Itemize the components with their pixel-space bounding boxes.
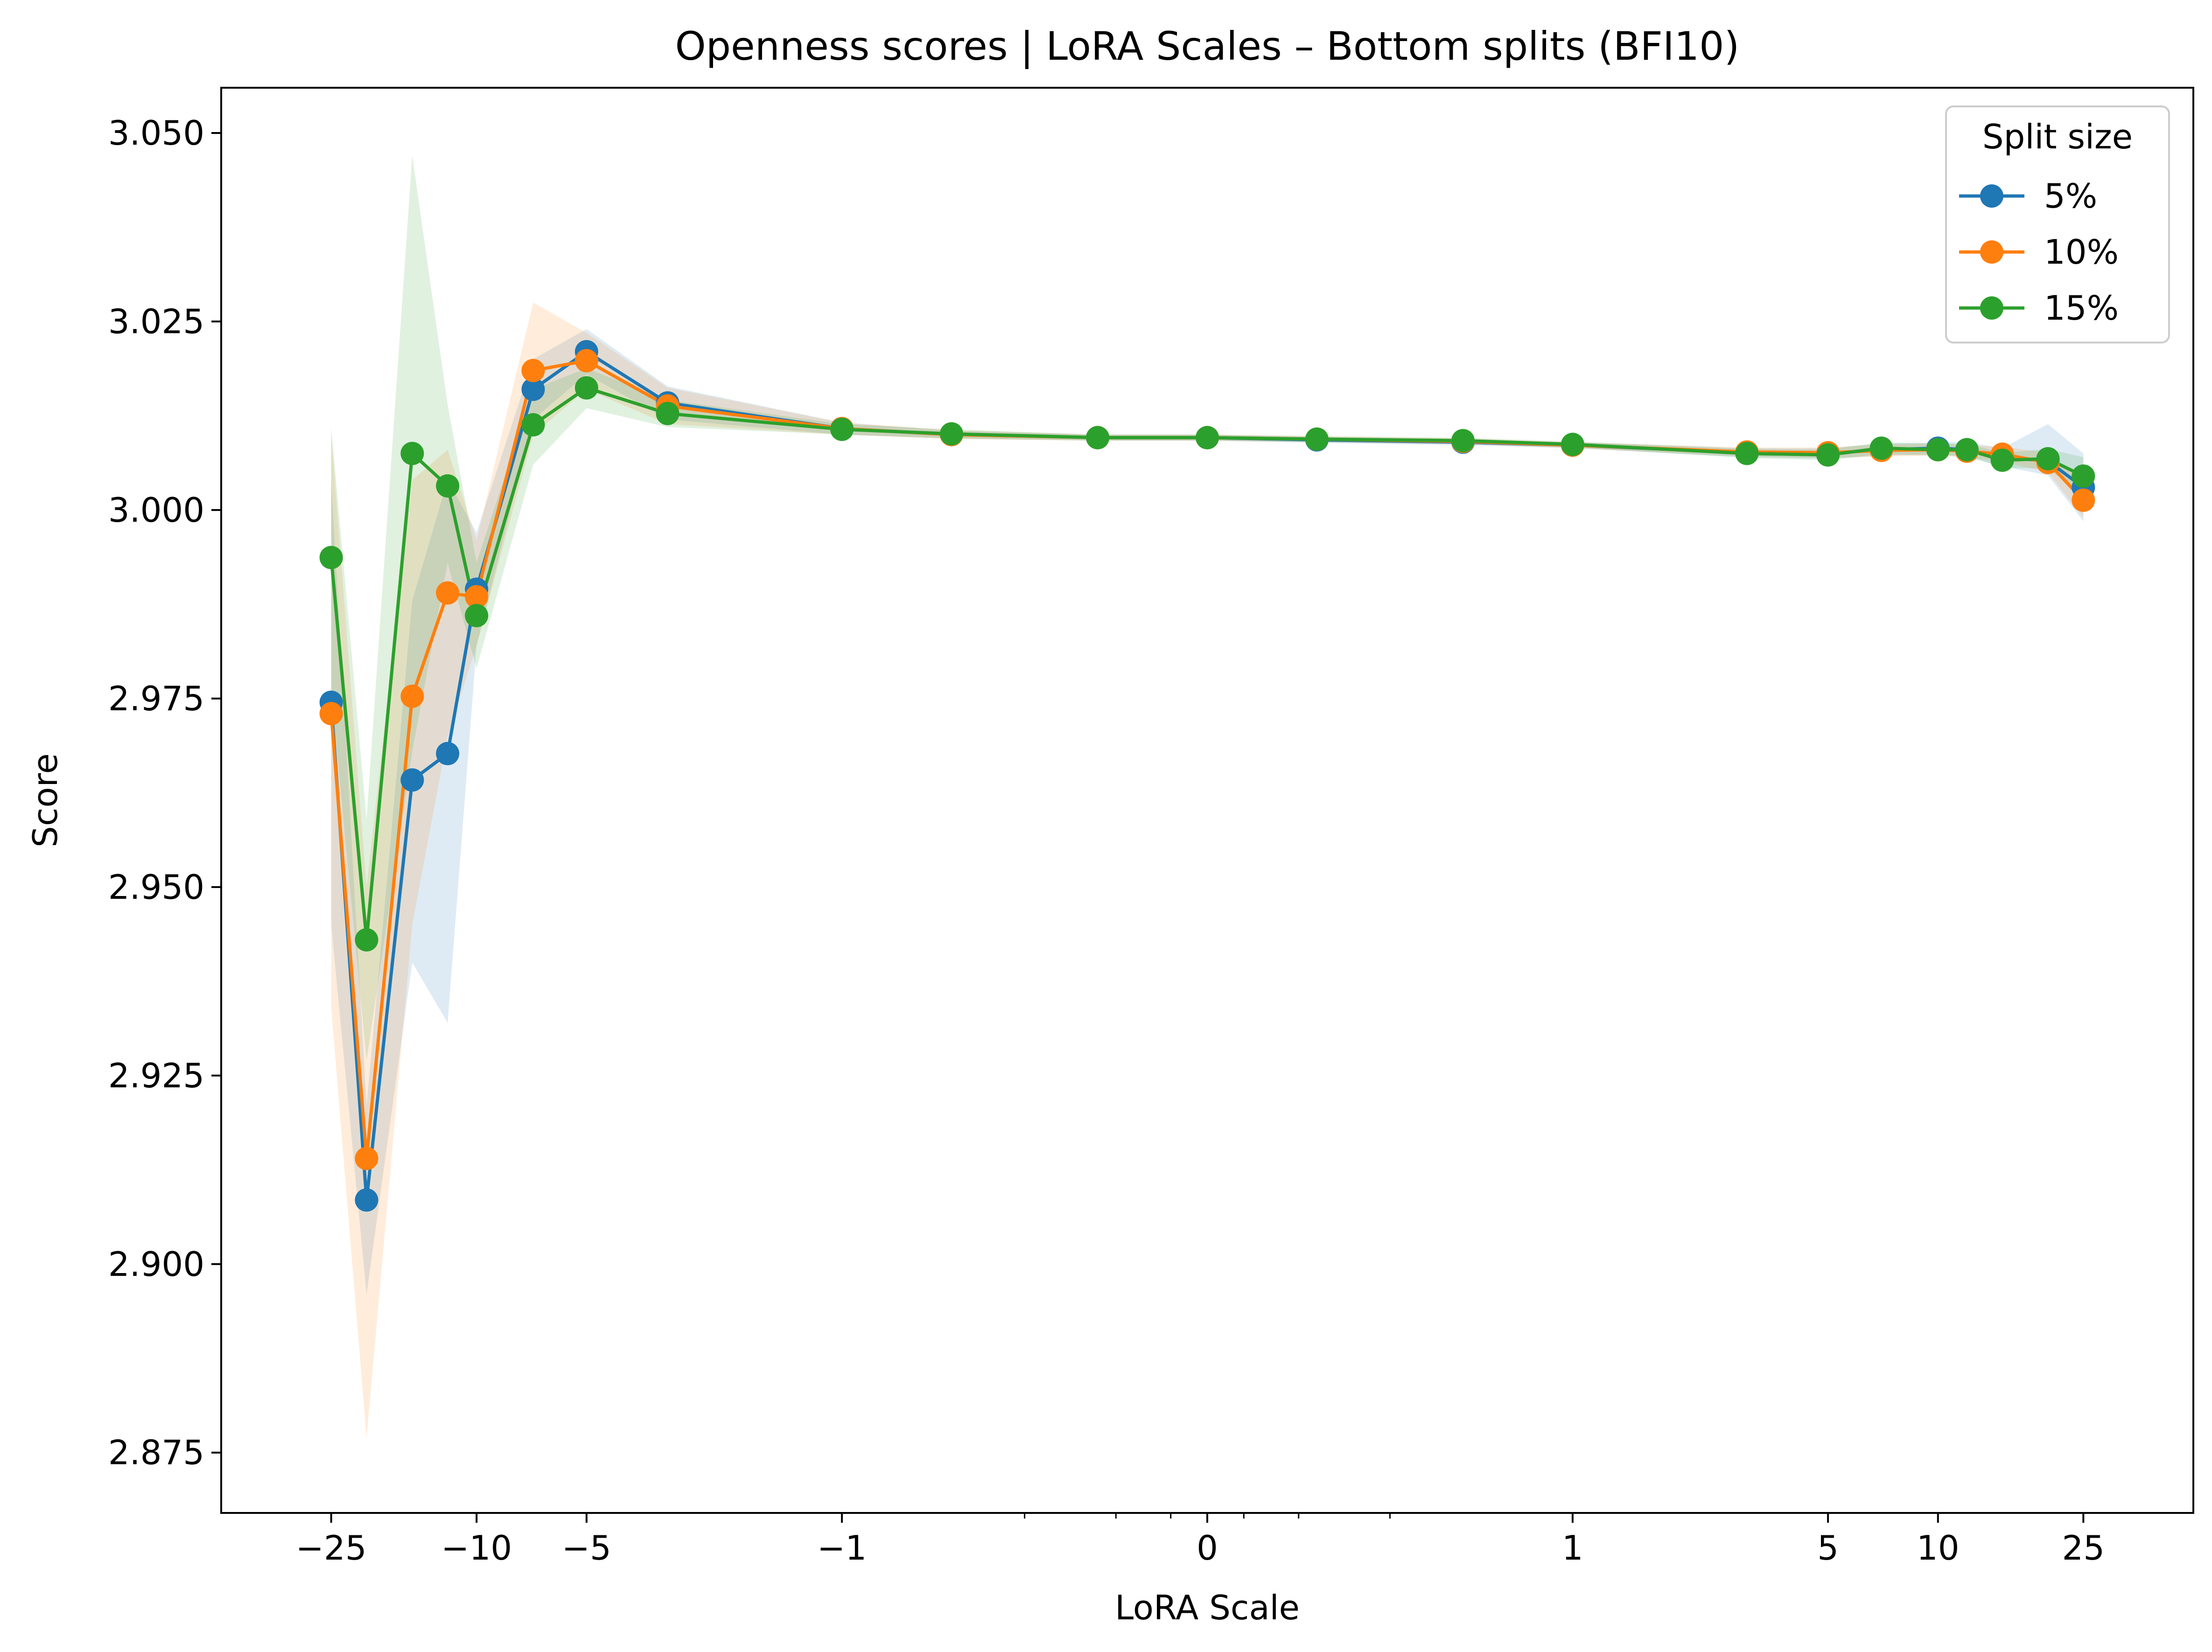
point-15pct bbox=[1451, 429, 1475, 453]
chart-title: Openness scores | LoRA Scales – Bottom s… bbox=[675, 23, 1740, 69]
x-tick-label: 25 bbox=[2062, 1528, 2105, 1568]
x-tick-label: 10 bbox=[1917, 1528, 1960, 1568]
y-tick-label: 2.975 bbox=[108, 679, 204, 718]
point-15pct bbox=[436, 474, 460, 498]
point-15pct bbox=[2072, 464, 2095, 488]
legend-items: 5% 10% 15% bbox=[1959, 176, 2119, 328]
point-15pct bbox=[940, 422, 963, 446]
point-10pct bbox=[400, 685, 424, 708]
y-tick-label: 2.950 bbox=[108, 868, 204, 907]
point-15pct bbox=[355, 928, 378, 952]
x-axis-ticks: −25 −10 −5 −1 0 1 5 10 25 bbox=[296, 1513, 2105, 1568]
point-15pct bbox=[1561, 433, 1584, 456]
point-10pct bbox=[574, 349, 598, 372]
y-tick-label: 3.025 bbox=[108, 302, 204, 341]
legend-label-5pct: 5% bbox=[2044, 176, 2097, 216]
point-5pct bbox=[400, 768, 424, 792]
point-15pct bbox=[1990, 448, 2014, 472]
point-15pct bbox=[400, 441, 424, 465]
y-tick-label: 2.875 bbox=[108, 1433, 204, 1472]
x-tick-label: −5 bbox=[562, 1528, 611, 1568]
confidence-bands bbox=[331, 155, 2084, 1438]
legend: Split size 5% 10% 15% bbox=[1945, 105, 2170, 343]
point-10pct bbox=[465, 585, 489, 609]
legend-title: Split size bbox=[1982, 117, 2133, 156]
legend-label-15pct: 15% bbox=[2044, 288, 2119, 328]
point-15pct bbox=[656, 402, 679, 426]
point-15pct bbox=[1735, 441, 1759, 465]
x-tick-label: 5 bbox=[1817, 1528, 1839, 1568]
point-5pct bbox=[436, 742, 460, 765]
point-10pct bbox=[319, 702, 343, 726]
point-15pct bbox=[574, 376, 598, 400]
point-15pct bbox=[1816, 443, 1840, 467]
legend-box bbox=[1945, 105, 2170, 343]
series-markers bbox=[319, 340, 2095, 1212]
point-15pct bbox=[1196, 426, 1219, 449]
y-tick-label: 3.000 bbox=[108, 490, 204, 530]
point-15pct bbox=[830, 418, 854, 441]
point-15pct bbox=[1086, 426, 1110, 449]
legend-marker-10pct bbox=[1980, 240, 2003, 264]
point-15pct bbox=[1955, 438, 1979, 462]
point-15pct bbox=[319, 546, 343, 569]
point-15pct bbox=[1305, 427, 1329, 451]
y-tick-label: 3.050 bbox=[108, 113, 204, 153]
point-10pct bbox=[2072, 488, 2095, 512]
point-5pct bbox=[521, 378, 545, 401]
point-15pct bbox=[521, 413, 545, 437]
legend-marker-15pct bbox=[1980, 296, 2003, 320]
legend-marker-5pct bbox=[1980, 184, 2003, 208]
x-tick-label: 1 bbox=[1562, 1528, 1583, 1568]
band-10pct bbox=[331, 302, 2084, 1438]
legend-label-10pct: 10% bbox=[2044, 232, 2119, 272]
point-10pct bbox=[521, 359, 545, 382]
y-axis-label: Score bbox=[26, 753, 65, 847]
y-axis-ticks: 2.875 2.900 2.925 2.950 2.975 3.000 3.025 3.050 bbox=[108, 113, 221, 1472]
point-15pct bbox=[465, 604, 489, 628]
y-tick-label: 2.925 bbox=[108, 1056, 204, 1095]
x-axis-label: LoRA Scale bbox=[1115, 1588, 1300, 1627]
x-tick-label: −25 bbox=[296, 1528, 367, 1568]
point-15pct bbox=[1869, 436, 1893, 460]
x-tick-label: −1 bbox=[817, 1528, 867, 1568]
x-tick-label: 0 bbox=[1197, 1528, 1218, 1568]
point-10pct bbox=[355, 1147, 378, 1170]
point-10pct bbox=[436, 581, 460, 605]
x-tick-label: −10 bbox=[441, 1528, 512, 1568]
point-5pct bbox=[355, 1188, 378, 1212]
point-15pct bbox=[2036, 447, 2060, 470]
point-15pct bbox=[1926, 438, 1950, 462]
y-tick-label: 2.900 bbox=[108, 1245, 204, 1284]
